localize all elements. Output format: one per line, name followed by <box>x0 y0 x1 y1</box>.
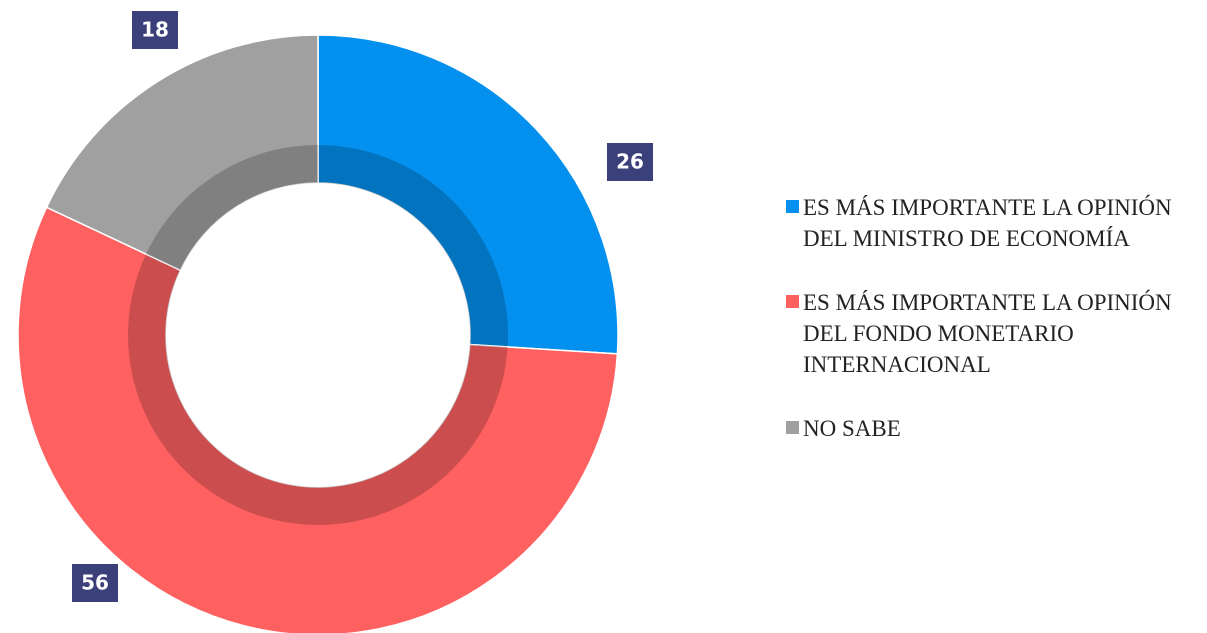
slice <box>17 206 619 633</box>
data-label-box <box>607 143 653 181</box>
data-label-box <box>132 11 178 49</box>
legend-swatch <box>786 200 799 213</box>
data-label: 18 <box>141 18 169 42</box>
legend-swatch <box>786 421 799 434</box>
data-label: 56 <box>81 571 109 595</box>
slice-inner-shade <box>318 145 509 347</box>
slice-inner-shade <box>128 254 508 525</box>
slice <box>317 34 619 355</box>
data-label: 26 <box>616 150 644 174</box>
legend-item: NO SABE <box>786 413 1206 444</box>
legend-item: ES MÁS IMPORTANTE LA OPINIÓN DEL MINISTR… <box>786 192 1206 254</box>
data-label-box <box>72 564 118 602</box>
legend: ES MÁS IMPORTANTE LA OPINIÓN DEL MINISTR… <box>786 192 1206 477</box>
legend-label: ES MÁS IMPORTANTE LA OPINIÓN DEL MINISTR… <box>803 195 1172 251</box>
slice-inner-shade <box>146 145 318 271</box>
legend-swatch <box>786 295 799 308</box>
legend-label: ES MÁS IMPORTANTE LA OPINIÓN DEL FONDO M… <box>803 290 1172 377</box>
slice <box>45 34 319 272</box>
chart: 26 56 18 <box>17 11 653 633</box>
legend-label: NO SABE <box>803 416 901 441</box>
legend-item: ES MÁS IMPORTANTE LA OPINIÓN DEL FONDO M… <box>786 287 1206 380</box>
